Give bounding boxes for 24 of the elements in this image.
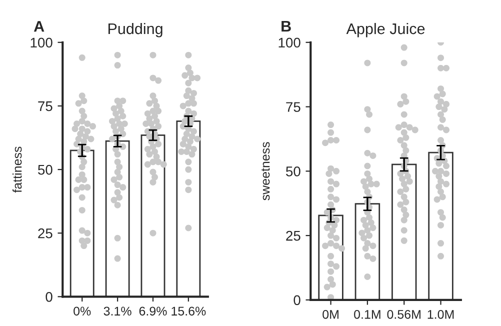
y-tick-label: 75 [286, 102, 300, 112]
text: B [282, 20, 291, 32]
x-tick-label: 0.1M [354, 310, 380, 319]
y-tick-label: 50 [38, 164, 52, 175]
y-tick-label: 25 [38, 228, 52, 238]
y-axis-title: sweetness [261, 142, 270, 200]
y-tick-label: 25 [286, 230, 300, 241]
y-tick-label: 0 [294, 295, 300, 306]
y-tick-label: 100 [30, 38, 52, 48]
x-tick-label: 3.1% [104, 306, 132, 316]
chart-title: Pudding [108, 22, 162, 38]
x-tick-label: 15.6% [172, 306, 206, 316]
y-tick-label: 100 [278, 38, 300, 48]
x-tick-label: 0M [322, 310, 338, 319]
y-tick-label: 75 [38, 101, 52, 112]
x-tick-label: 0% [74, 306, 91, 316]
y-tick-label: 0 [46, 292, 52, 302]
chart-title: Apple Juice [346, 22, 425, 38]
text: A [34, 21, 44, 32]
x-tick-label: 1.0M [428, 310, 454, 319]
y-tick-label: 50 [286, 166, 300, 176]
x-tick-label: 6.9% [139, 306, 167, 316]
x-tick-label: 0.56M [387, 310, 420, 319]
y-axis-title: fattiness [12, 146, 22, 193]
